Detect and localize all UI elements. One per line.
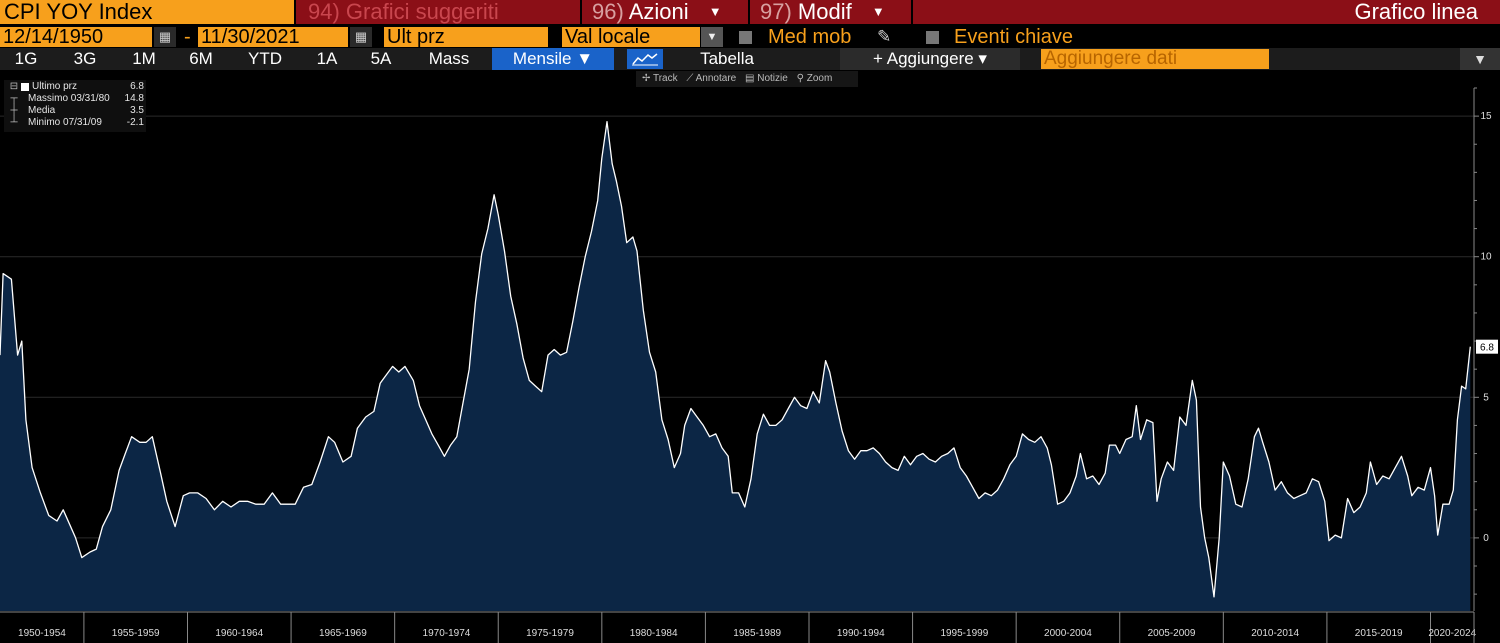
separator (294, 0, 296, 24)
legend-label: Minimo 07/31/09 (28, 117, 102, 128)
period-5y-button[interactable]: 5A (370, 49, 392, 68)
legend-value: -2.1 (126, 117, 144, 128)
menu-edit[interactable]: 97) Modif ▼ (750, 0, 910, 24)
ticker-field[interactable]: CPI YOY Index (0, 0, 294, 24)
x-tick-label: 1955-1959 (112, 628, 160, 639)
menu-label: Azioni (628, 0, 689, 24)
annotate-tool[interactable]: ⟋ Annotare (686, 73, 737, 84)
last-value-tag (1476, 339, 1498, 354)
legend-row-avg: ┼ Media 3.5 (8, 105, 144, 117)
date-range-bar: 12/14/1950 ▦ - 11/30/2021 ▦ Ult prz Val … (0, 25, 1500, 47)
series-area (0, 121, 1471, 611)
separator (911, 0, 913, 24)
moving-average-checkbox[interactable] (739, 31, 752, 44)
period-1d-button[interactable]: 1G (14, 49, 38, 68)
menu-label: Grafici suggeriti (345, 0, 499, 24)
legend-label: Media (28, 105, 56, 116)
series-swatch (21, 83, 29, 91)
legend-value: 14.8 (124, 93, 144, 104)
news-tool[interactable]: ▤ Notizie (745, 73, 788, 84)
x-tick-label: 2005-2009 (1148, 628, 1196, 639)
legend-value: 3.5 (130, 105, 144, 116)
menu-label: Modif (797, 0, 852, 24)
zoom-label: Zoom (806, 73, 833, 84)
x-tick-label: 1995-1999 (940, 628, 988, 639)
period-6m-button[interactable]: 6M (189, 49, 213, 68)
moving-average-label: Med mob (768, 26, 852, 48)
menu-suggested-charts[interactable]: 94) Grafici suggeriti (298, 0, 578, 24)
separator (580, 0, 582, 24)
key-events-label: Eventi chiave (954, 26, 1073, 48)
x-tick-label: 2020-2024 (1428, 628, 1476, 639)
period-3d-button[interactable]: 3G (73, 49, 97, 68)
max-marker-icon: ┬ (10, 93, 18, 104)
x-tick-label: 1990-1994 (837, 628, 885, 639)
x-tick-label: 2015-2019 (1355, 628, 1403, 639)
y-tick-label: 5 (1483, 392, 1489, 403)
legend-label: Massimo 03/31/80 (28, 93, 110, 104)
start-date-field[interactable]: 12/14/1950 (0, 27, 152, 47)
legend-row-last: ⊟ Ultimo prz 6.8 (8, 81, 144, 93)
collapse-icon[interactable]: ⊟ (9, 81, 19, 92)
chart-tools-strip: ✢ Track ⟋ Annotare ▤ Notizie ⚲ Zoom (636, 71, 858, 87)
x-tick-label: 1975-1979 (526, 628, 574, 639)
x-tick-label: 1950-1954 (18, 628, 66, 639)
period-toolbar: 1G 3G 1M 6M YTD 1A 5A Mass Mensile ▼ Tab… (0, 48, 1500, 70)
menu-number: 96) (592, 0, 624, 24)
period-1m-button[interactable]: 1M (132, 49, 156, 68)
key-events-checkbox[interactable] (926, 31, 939, 44)
add-data-input[interactable]: Aggiungere dati (1041, 49, 1269, 69)
add-button[interactable]: + Aggiungere ▾ (840, 48, 1020, 70)
frequency-select[interactable]: Mensile ▼ (492, 48, 614, 70)
legend-row-min: ┴ Minimo 07/31/09 -2.1 (8, 117, 144, 129)
legend-label: Ultimo prz (32, 81, 78, 92)
x-tick-label: 2010-2014 (1251, 628, 1299, 639)
date-separator: - (184, 26, 191, 48)
min-marker-icon: ┴ (10, 117, 18, 128)
track-tool[interactable]: ✢ Track (642, 73, 678, 84)
track-label: Track (652, 73, 678, 84)
end-date-field[interactable]: 11/30/2021 (198, 27, 348, 47)
x-tick-label: 1970-1974 (423, 628, 471, 639)
legend-row-max: ┬ Massimo 03/31/80 14.8 (8, 93, 144, 105)
period-max-button[interactable]: Mass (428, 49, 470, 68)
menu-number: 97) (760, 0, 792, 24)
y-tick-label: 15 (1480, 111, 1492, 122)
period-1y-button[interactable]: 1A (316, 49, 338, 68)
chevron-down-icon[interactable]: ▼ (701, 27, 723, 47)
title-bar: CPI YOY Index 94) Grafici suggeriti 96) … (0, 0, 1500, 24)
period-ytd-button[interactable]: YTD (248, 49, 282, 68)
legend-value: 6.8 (130, 81, 144, 92)
news-label: Notizie (757, 73, 788, 84)
x-tick-label: 1960-1964 (215, 628, 263, 639)
chevron-down-icon: ▼ (871, 4, 885, 19)
line-chart-icon[interactable] (627, 49, 663, 69)
menu-actions[interactable]: 96) Azioni ▼ (582, 0, 747, 24)
x-tick-label: 2000-2004 (1044, 628, 1092, 639)
chart-legend: ⊟ Ultimo prz 6.8 ┬ Massimo 03/31/80 14.8… (4, 80, 146, 132)
zoom-tool[interactable]: ⚲ Zoom (796, 73, 833, 84)
last-value-label: 6.8 (1480, 343, 1494, 354)
x-tick-label: 1965-1969 (319, 628, 367, 639)
currency-select[interactable]: Val locale (562, 27, 700, 47)
calendar-icon[interactable]: ▦ (154, 27, 176, 47)
menu-number: 94) (308, 0, 340, 24)
average-marker-icon: ┼ (10, 105, 18, 116)
series-line (0, 121, 1471, 598)
chart-type-label[interactable]: Grafico linea (1354, 0, 1478, 24)
y-tick-label: 0 (1483, 533, 1489, 544)
separator (748, 0, 750, 24)
y-tick-label: 10 (1480, 252, 1492, 263)
x-tick-label: 1980-1984 (630, 628, 678, 639)
x-tick-label: 1985-1989 (733, 628, 781, 639)
table-button[interactable]: Tabella (700, 49, 754, 68)
menu-collapse-icon[interactable]: ▼ (1460, 48, 1500, 70)
chevron-down-icon: ▼ (708, 4, 722, 19)
calendar-icon[interactable]: ▦ (350, 27, 372, 47)
annotate-label: Annotare (695, 73, 737, 84)
pencil-icon[interactable]: ✎ (877, 27, 892, 46)
price-field-select[interactable]: Ult prz (384, 27, 548, 47)
